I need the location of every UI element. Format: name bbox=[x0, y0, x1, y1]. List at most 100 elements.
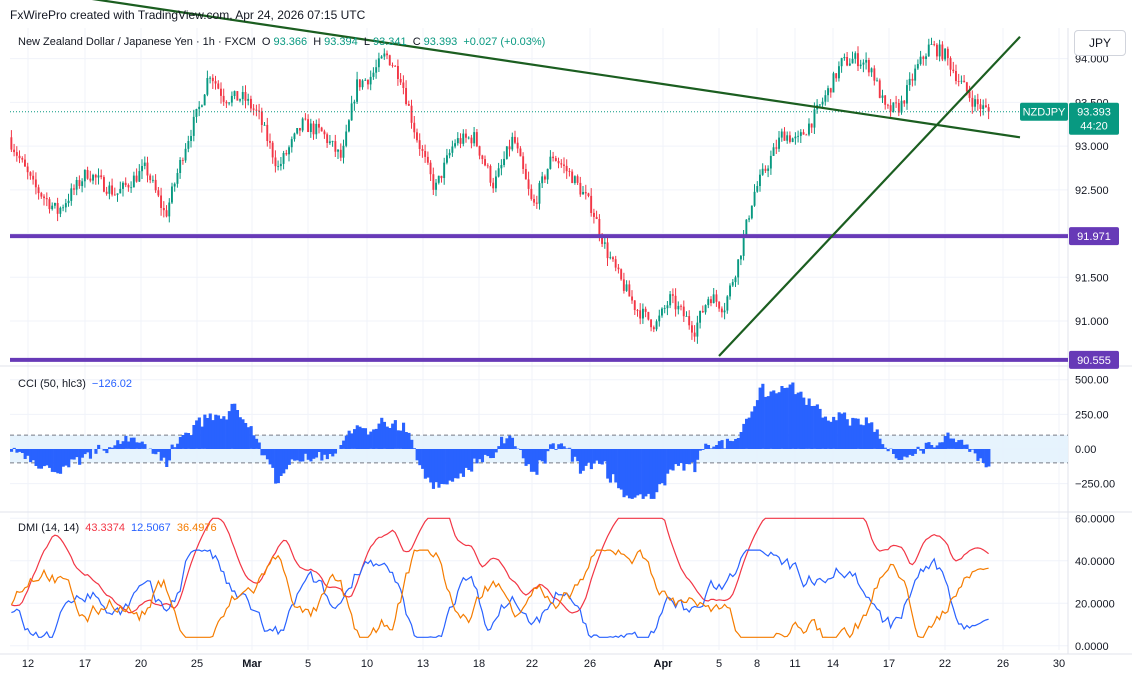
candle-body-274 bbox=[756, 186, 759, 192]
cci-bar-165 bbox=[459, 449, 463, 474]
candle-body-337 bbox=[927, 44, 930, 57]
candle-body-259 bbox=[715, 294, 718, 302]
candle-body-74 bbox=[211, 77, 214, 82]
currency-button[interactable]: JPY bbox=[1074, 30, 1126, 56]
cci-bar-87 bbox=[246, 427, 250, 449]
cci-bar-335 bbox=[921, 449, 926, 454]
candle-body-107 bbox=[301, 118, 304, 131]
candle-body-151 bbox=[421, 149, 424, 151]
candle-body-228 bbox=[631, 296, 634, 301]
candle-body-202 bbox=[560, 163, 563, 165]
cci-bar-20 bbox=[64, 449, 68, 466]
cci-bar-351 bbox=[965, 444, 969, 449]
x-axis-labels: 12 17 20 25 Mar 5 10 13 18 22 26 Apr 5 8 11 14 17 22 26 30 bbox=[22, 658, 1065, 670]
candle-body-167 bbox=[465, 133, 467, 138]
candle-body-254 bbox=[701, 311, 704, 313]
cci-bar-285 bbox=[785, 387, 789, 449]
cci-bar-215 bbox=[595, 449, 599, 461]
cci-bar-47 bbox=[137, 442, 142, 449]
cci-bar-222 bbox=[614, 449, 618, 483]
candle-body-61 bbox=[176, 173, 179, 184]
candle-body-2 bbox=[15, 152, 18, 156]
cci-bar-60 bbox=[173, 447, 177, 449]
candle-body-130 bbox=[364, 79, 367, 81]
candle-body-247 bbox=[682, 306, 685, 317]
candle-body-266 bbox=[734, 277, 737, 283]
dmi-name[interactable]: DMI (14, 14) bbox=[18, 522, 80, 534]
candle-body-62 bbox=[179, 160, 182, 173]
cci-bar-305 bbox=[840, 413, 844, 449]
cci-bar-147 bbox=[410, 439, 414, 449]
candle-body-9 bbox=[34, 179, 37, 188]
cci-bar-107 bbox=[301, 449, 305, 462]
x-tick-label-11: Apr bbox=[654, 658, 674, 670]
cci-bar-223 bbox=[617, 449, 621, 489]
candle-body-121 bbox=[339, 149, 342, 158]
candle-body-231 bbox=[639, 310, 642, 319]
cci-name[interactable]: CCI (50, hlc3) bbox=[18, 378, 86, 390]
cci-bar-199 bbox=[551, 443, 555, 449]
cci-bar-227 bbox=[627, 449, 632, 499]
candle-body-335 bbox=[922, 56, 925, 59]
candle-body-67 bbox=[192, 116, 195, 136]
cci-bar-144 bbox=[402, 422, 406, 449]
candle-body-303 bbox=[835, 73, 838, 79]
candle-body-294 bbox=[810, 123, 813, 128]
symbol-description[interactable]: New Zealand Dollar / Japanese Yen · 1h ·… bbox=[18, 36, 256, 48]
cci-bar-233 bbox=[644, 449, 648, 497]
cci-bar-340 bbox=[935, 445, 939, 449]
candle-body-214 bbox=[593, 212, 595, 217]
candle-body-145 bbox=[405, 88, 408, 104]
cci-bar-176 bbox=[489, 449, 493, 459]
candle-body-7 bbox=[29, 172, 32, 176]
candle-body-189 bbox=[524, 169, 527, 180]
candle-body-188 bbox=[522, 156, 525, 169]
cci-bar-297 bbox=[818, 408, 822, 449]
cci-bar-63 bbox=[181, 435, 185, 449]
candle-body-350 bbox=[963, 80, 966, 83]
candle-body-218 bbox=[603, 242, 606, 244]
candle-body-290 bbox=[799, 132, 802, 136]
candle-body-331 bbox=[911, 78, 914, 81]
candle-body-311 bbox=[857, 53, 859, 67]
cci-tick-label-3: −250.00 bbox=[1075, 479, 1115, 491]
trend-line-0 bbox=[91, 0, 1021, 139]
cci-bar-43 bbox=[127, 441, 131, 449]
cci-bar-247 bbox=[682, 449, 686, 471]
cci-bar-122 bbox=[342, 440, 346, 449]
cci-bar-286 bbox=[788, 384, 792, 449]
cci-bar-307 bbox=[845, 419, 849, 449]
candle-body-59 bbox=[171, 186, 173, 203]
candle-body-32 bbox=[97, 175, 100, 178]
candle-body-304 bbox=[838, 66, 840, 79]
x-tick-label-0: 12 bbox=[22, 658, 34, 670]
candle-body-27 bbox=[83, 170, 86, 182]
candle-body-157 bbox=[437, 175, 440, 183]
x-tick-label-7: 13 bbox=[417, 658, 429, 670]
cci-bar-167 bbox=[464, 449, 468, 468]
cci-bar-314 bbox=[864, 417, 868, 449]
cci-bar-9 bbox=[34, 449, 38, 466]
cci-bar-242 bbox=[668, 449, 672, 470]
candle-body-72 bbox=[206, 78, 209, 95]
plus-di-value: 12.5067 bbox=[131, 522, 171, 534]
candle-body-211 bbox=[584, 192, 587, 194]
candle-body-343 bbox=[944, 48, 947, 60]
candle-body-200 bbox=[554, 158, 557, 161]
cci-bar-75 bbox=[214, 414, 218, 449]
cci-bar-129 bbox=[361, 428, 365, 449]
candle-body-262 bbox=[723, 310, 726, 313]
cci-bar-105 bbox=[295, 449, 299, 461]
cci-bar-49 bbox=[143, 444, 147, 449]
cci-bar-344 bbox=[946, 432, 950, 449]
cci-bar-217 bbox=[600, 449, 604, 465]
x-tick-label-18: 26 bbox=[997, 658, 1009, 670]
cci-bar-284 bbox=[783, 388, 787, 449]
candle-body-3 bbox=[18, 155, 21, 159]
cci-bar-163 bbox=[453, 449, 457, 479]
candle-body-248 bbox=[685, 316, 688, 317]
cci-bar-103 bbox=[290, 449, 294, 460]
candle-body-25 bbox=[78, 180, 81, 186]
candle-body-255 bbox=[704, 305, 707, 313]
cci-bar-29 bbox=[88, 449, 93, 459]
